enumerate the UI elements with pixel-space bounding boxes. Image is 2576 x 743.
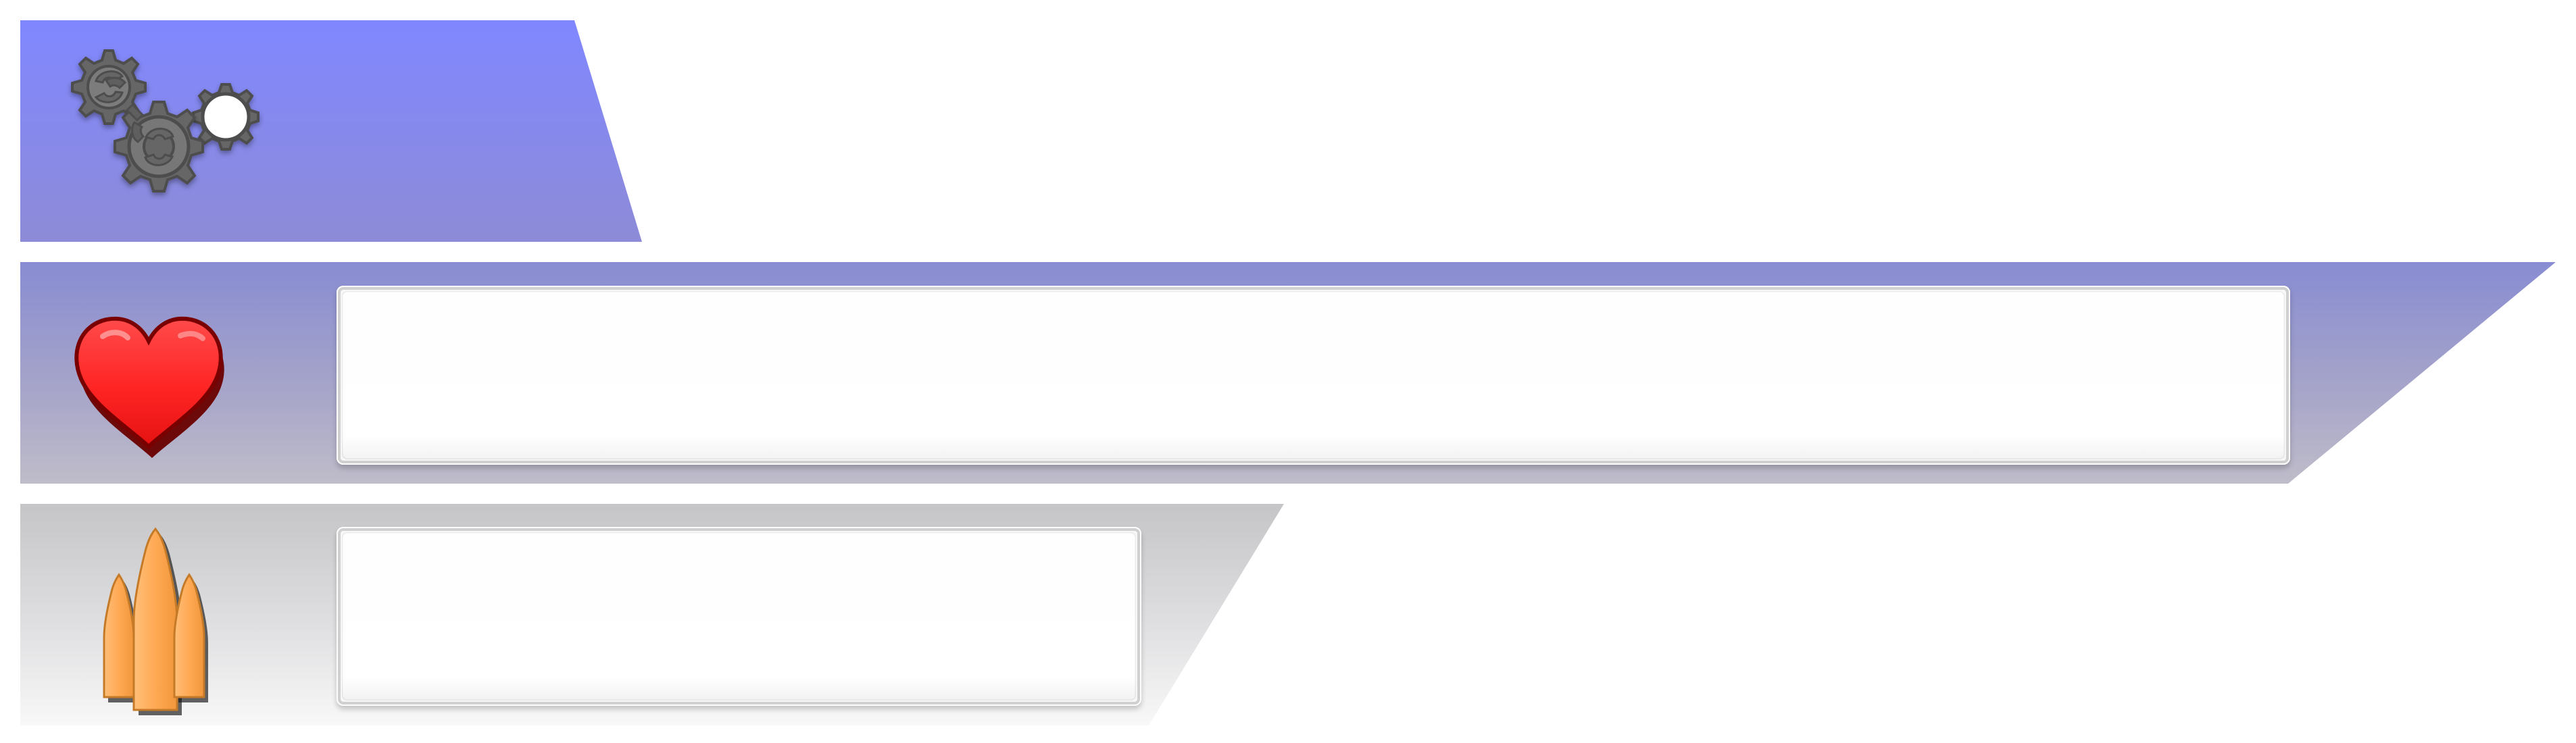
settings-button[interactable] xyxy=(64,37,280,226)
bullet-icon-group xyxy=(103,527,208,715)
heart-icon xyxy=(74,316,224,458)
ammo-bar xyxy=(337,527,1141,706)
bullet-icon xyxy=(103,573,138,702)
wrench-icon xyxy=(104,76,145,143)
ammo-status xyxy=(81,520,216,726)
settings-panel-band xyxy=(20,20,642,242)
health-status xyxy=(57,307,240,469)
health-bar xyxy=(337,286,2290,465)
gears-icon xyxy=(71,49,259,193)
bullet-icon xyxy=(132,527,182,715)
bullet-icon xyxy=(173,573,208,702)
